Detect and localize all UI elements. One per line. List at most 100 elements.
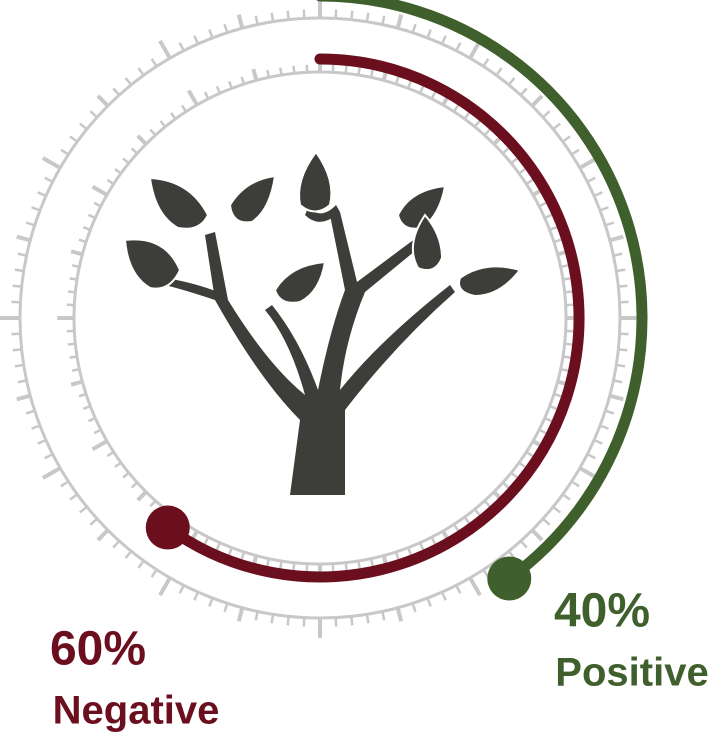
value-label: 60%	[50, 623, 146, 676]
dial-tick	[13, 286, 22, 287]
dial-tick	[253, 69, 256, 80]
dial-tick	[572, 481, 580, 486]
dial-tick	[132, 483, 138, 488]
dial-tick	[561, 369, 568, 371]
dial-tick	[509, 78, 515, 85]
dial-tick	[80, 507, 87, 513]
dial-tick	[511, 158, 517, 163]
dial-tick	[98, 530, 108, 540]
dial-tick	[503, 148, 509, 153]
dial-tick	[565, 292, 572, 293]
dial-tick	[420, 543, 423, 550]
dial-tick	[454, 524, 458, 530]
dial-tick	[398, 608, 402, 622]
dial-tick	[217, 86, 220, 93]
dial-tick	[93, 187, 107, 195]
dial-tick	[428, 598, 431, 606]
dial-tick	[160, 121, 165, 127]
dial-tick	[545, 215, 552, 218]
dial-tick	[83, 227, 90, 230]
dial-tick	[45, 178, 53, 182]
dial-tick	[209, 598, 212, 606]
dial-tick	[563, 356, 570, 357]
dial-tick	[225, 24, 228, 33]
dial-tick	[288, 616, 289, 625]
chart: 40% Positive 60% Negative	[0, 0, 725, 736]
dial-tick	[88, 418, 95, 421]
dial-tick	[45, 454, 53, 458]
dial-tick	[428, 30, 431, 38]
dial-tick	[138, 68, 143, 75]
dial-tick	[454, 105, 458, 111]
dial-tick	[475, 121, 480, 127]
dial-tick	[539, 430, 546, 433]
dial-tick	[521, 88, 527, 95]
dial-tick	[594, 440, 602, 444]
dial-tick	[503, 483, 509, 488]
dial-tick	[526, 180, 532, 184]
dial-tick	[68, 292, 75, 293]
dial-tick	[456, 43, 460, 51]
dial-tick	[610, 396, 624, 400]
dial-tick	[272, 614, 273, 623]
dial-tick	[413, 603, 416, 612]
dial-tick	[90, 519, 97, 525]
dial-tick	[43, 158, 60, 168]
dial-tick	[519, 169, 525, 173]
dial-tick	[267, 70, 269, 77]
dial-tick	[94, 203, 101, 206]
dial-tick	[587, 178, 595, 182]
dial-tick	[115, 169, 121, 173]
dial-tick	[79, 394, 86, 396]
dial-tick	[70, 494, 77, 499]
dial-tick	[126, 78, 132, 85]
dial-tick	[616, 365, 625, 366]
dial-tick	[138, 561, 143, 568]
dial-tick	[38, 192, 46, 196]
dial-tick	[113, 88, 119, 95]
dial-tick	[554, 240, 561, 242]
dial-tick	[294, 66, 295, 73]
dial-tick	[225, 603, 228, 612]
dial-tick	[613, 380, 622, 382]
dial-tick	[26, 411, 35, 414]
dial-tick	[70, 136, 77, 141]
dial-tick	[565, 344, 572, 345]
dial-tick	[160, 41, 170, 58]
dial-tick	[618, 286, 627, 287]
dial-tick	[256, 611, 258, 620]
dial-tick	[267, 559, 269, 566]
dial-tick	[98, 96, 108, 106]
dial-tick	[242, 552, 244, 559]
dial-tick	[205, 92, 208, 99]
dial-tick	[115, 463, 121, 467]
dial-tick	[126, 551, 132, 558]
dial-tick	[358, 68, 359, 75]
dial-tick	[561, 265, 568, 267]
dial-tick	[367, 614, 368, 623]
dial-tick	[485, 130, 490, 136]
dial-tick	[15, 365, 24, 366]
value-label: 40%	[554, 585, 650, 638]
dial-tick	[239, 608, 243, 622]
dial-tick	[18, 380, 27, 382]
dial-tick	[88, 215, 95, 218]
dial-tick	[475, 509, 480, 515]
dial-tick	[371, 70, 373, 77]
dial-tick	[80, 124, 87, 130]
dial-tick	[182, 105, 186, 111]
dial-tick	[38, 440, 46, 444]
dial-tick	[17, 396, 31, 400]
dial-tick	[71, 251, 82, 254]
dial-tick	[563, 494, 570, 499]
dial-tick	[272, 13, 273, 22]
dial-tick	[398, 15, 402, 29]
dial-tick	[465, 113, 469, 119]
dial-tick	[396, 552, 398, 559]
dial-tick	[519, 463, 525, 467]
dial-tick	[107, 452, 113, 456]
dial-tick	[382, 611, 384, 620]
dial-tick	[550, 227, 557, 230]
dial-tick	[123, 473, 129, 478]
dial-tick	[18, 254, 27, 256]
